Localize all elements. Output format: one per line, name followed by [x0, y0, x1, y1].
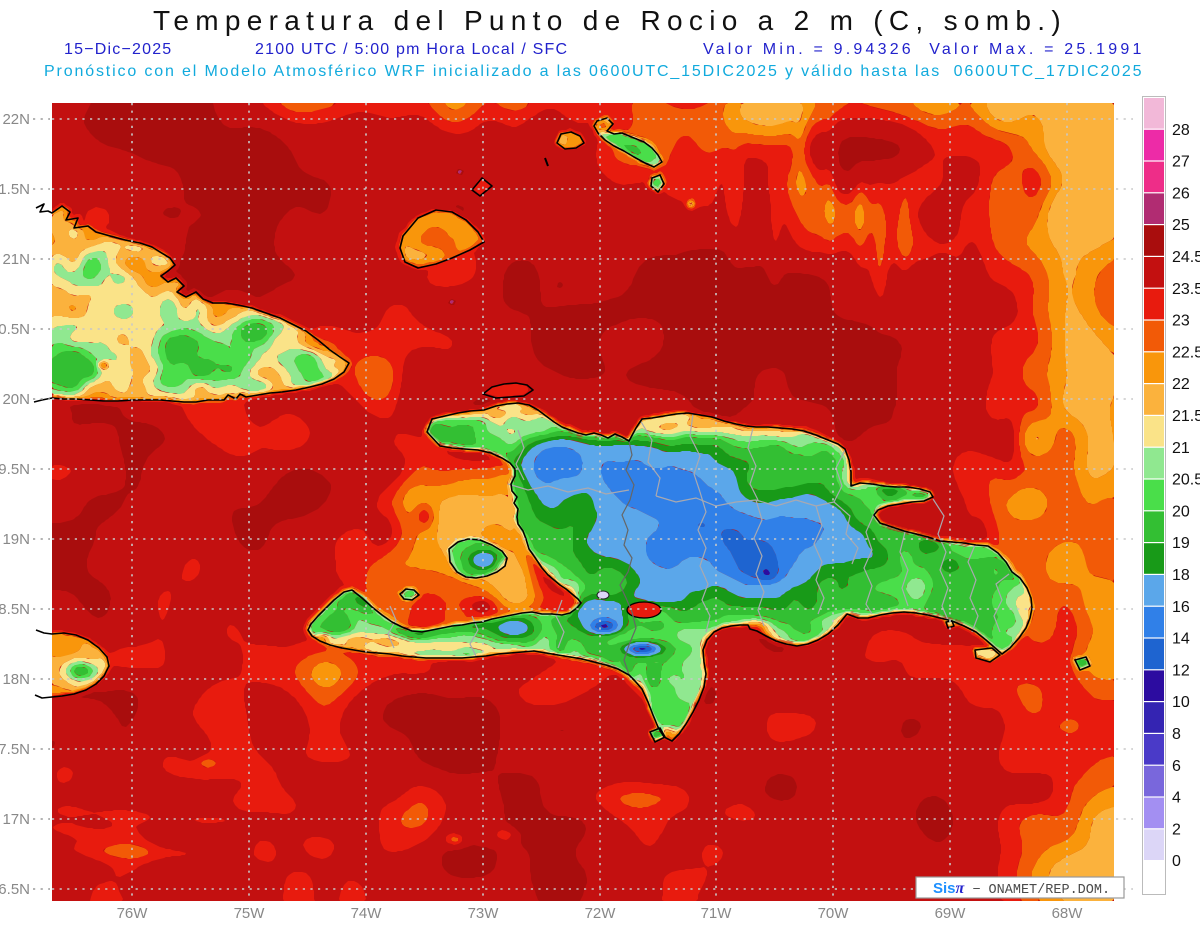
svg-text:0: 0: [1172, 853, 1181, 870]
svg-text:23.5: 23.5: [1172, 281, 1200, 298]
svg-text:18: 18: [1172, 567, 1190, 584]
svg-text:8: 8: [1172, 726, 1181, 743]
svg-text:20.5: 20.5: [1172, 472, 1200, 489]
svg-text:17.5N: 17.5N: [0, 741, 30, 758]
svg-text:72W: 72W: [585, 905, 617, 922]
svg-text:23: 23: [1172, 313, 1190, 330]
svg-text:27: 27: [1172, 154, 1190, 171]
svg-text:21.5: 21.5: [1172, 408, 1200, 425]
svg-text:75W: 75W: [234, 905, 266, 922]
svg-text:21: 21: [1172, 440, 1190, 457]
svg-text:19: 19: [1172, 535, 1190, 552]
svg-text:19.5N: 19.5N: [0, 461, 30, 478]
svg-text:26: 26: [1172, 185, 1190, 202]
svg-text:6: 6: [1172, 758, 1181, 775]
svg-text:16: 16: [1172, 599, 1190, 616]
svg-text:71W: 71W: [701, 905, 733, 922]
svg-text:20: 20: [1172, 503, 1190, 520]
svg-text:73W: 73W: [468, 905, 500, 922]
svg-text:74W: 74W: [351, 905, 383, 922]
svg-text:68W: 68W: [1052, 905, 1084, 922]
svg-text:22: 22: [1172, 376, 1190, 393]
svg-text:20.5N: 20.5N: [0, 321, 30, 338]
svg-text:70W: 70W: [818, 905, 850, 922]
svg-text:18.5N: 18.5N: [0, 601, 30, 618]
svg-text:24.5: 24.5: [1172, 249, 1200, 266]
svg-text:4: 4: [1172, 790, 1181, 807]
svg-text:22N: 22N: [2, 111, 30, 128]
svg-text:Sisπ − ONAMET/REP.DOM.: Sisπ − ONAMET/REP.DOM.: [933, 880, 1110, 898]
svg-text:16.5N: 16.5N: [0, 881, 30, 898]
svg-text:14: 14: [1172, 631, 1190, 648]
svg-text:28: 28: [1172, 122, 1190, 139]
svg-text:76W: 76W: [117, 905, 149, 922]
svg-text:18N: 18N: [2, 671, 30, 688]
svg-text:25: 25: [1172, 217, 1190, 234]
svg-text:20N: 20N: [2, 391, 30, 408]
svg-text:2: 2: [1172, 821, 1181, 838]
svg-text:10: 10: [1172, 694, 1190, 711]
svg-text:17N: 17N: [2, 811, 30, 828]
svg-text:21.5N: 21.5N: [0, 181, 30, 198]
svg-text:69W: 69W: [935, 905, 967, 922]
svg-text:22.5: 22.5: [1172, 344, 1200, 361]
svg-text:19N: 19N: [2, 531, 30, 548]
svg-text:12: 12: [1172, 662, 1190, 679]
svg-text:21N: 21N: [2, 251, 30, 268]
